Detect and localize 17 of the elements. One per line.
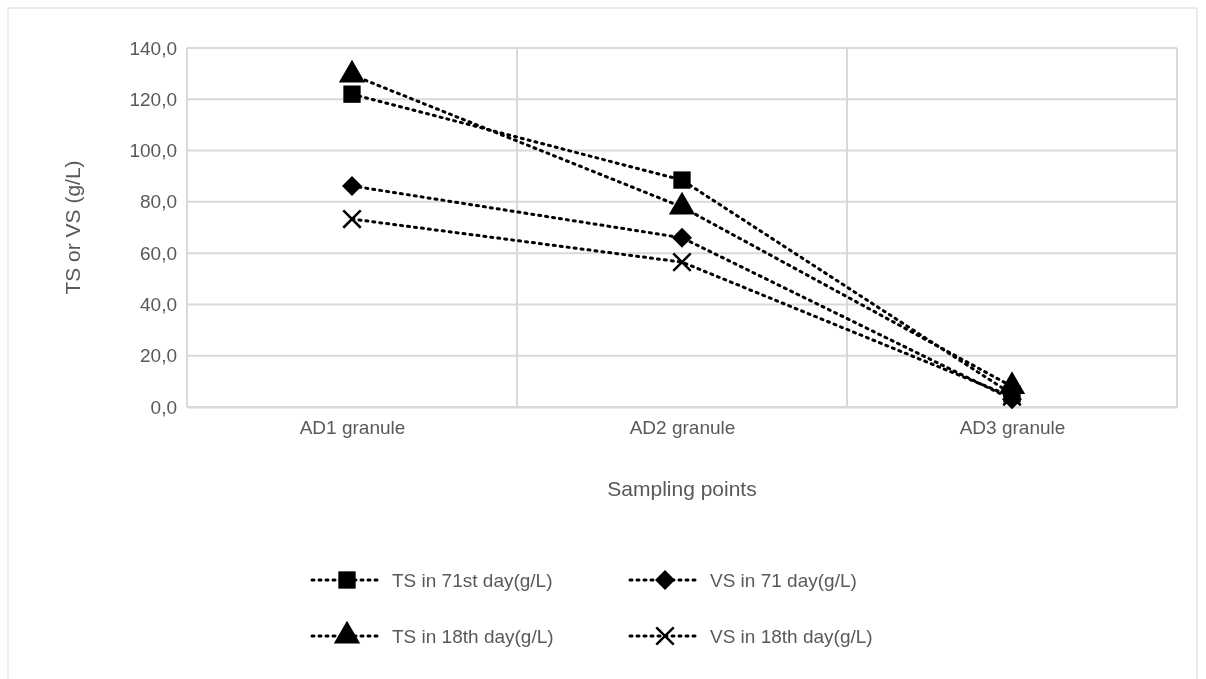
y-tick-label: 0,0 xyxy=(150,396,177,418)
x-tick-label: AD1 granule xyxy=(299,417,406,439)
x-tick-label: AD2 granule xyxy=(629,417,736,439)
y-tick-label: 40,0 xyxy=(140,294,177,316)
legend-label: VS in 71 day(g/L) xyxy=(710,570,857,591)
x-axis-title: Sampling points xyxy=(607,477,757,500)
x-tick-label: AD3 granule xyxy=(959,417,1066,439)
legend-label: TS in 18th day(g/L) xyxy=(392,626,554,647)
y-tick-label: 140,0 xyxy=(129,37,177,59)
y-tick-label: 60,0 xyxy=(140,242,177,264)
y-tick-label: 80,0 xyxy=(140,191,177,213)
y-tick-label: 100,0 xyxy=(129,140,177,162)
legend-label: TS in 71st day(g/L) xyxy=(392,570,553,591)
legend-label: VS in 18th day(g/L) xyxy=(710,626,873,647)
y-tick-label: 20,0 xyxy=(140,345,177,367)
y-tick-label: 120,0 xyxy=(129,88,177,110)
y-axis-title: TS or VS (g/L) xyxy=(61,160,84,295)
